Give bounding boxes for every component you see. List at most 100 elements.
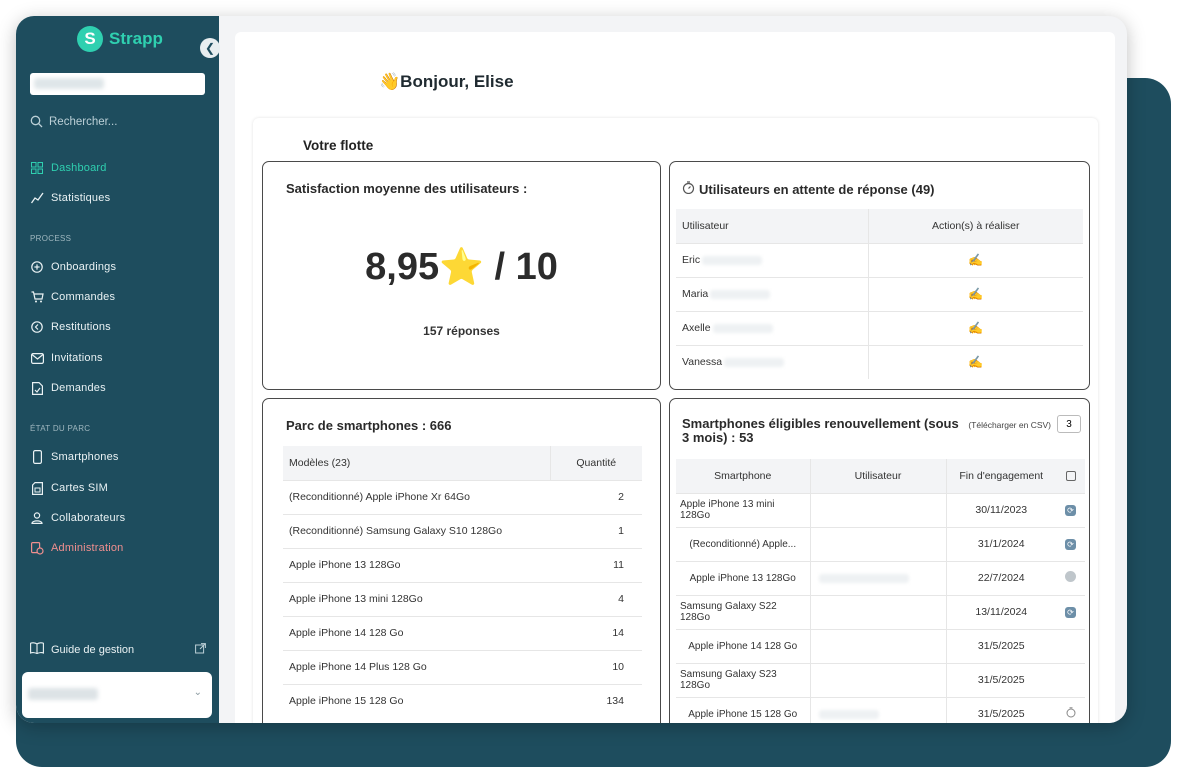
stopwatch-icon[interactable]: [1066, 707, 1076, 718]
sync-icon[interactable]: ⟳: [1065, 607, 1076, 618]
greeting: 👋Bonjour, Elise: [379, 72, 514, 92]
table-row[interactable]: (Reconditionné) Samsung Galaxy S10 128Go…: [283, 513, 642, 548]
user-cell: [809, 560, 946, 595]
sync-icon[interactable]: ⟳: [1065, 539, 1076, 550]
status-cell[interactable]: ⟳: [1056, 526, 1085, 561]
sidebar-item-administration[interactable]: Administration: [30, 541, 124, 555]
quantity-cell: 1: [550, 513, 642, 548]
status-cell: [1056, 662, 1085, 697]
smartphone-fleet-card: Parc de smartphones : 666 Modèles (23) Q…: [262, 398, 661, 723]
model-cell: Apple iPhone 13 128Go: [283, 547, 550, 582]
table-row[interactable]: Samsung Galaxy S22 128Go 13/11/2024 ⟳: [676, 594, 1085, 629]
cart-icon: [30, 290, 44, 304]
table-row[interactable]: Apple iPhone 14 128 Go 14: [283, 615, 642, 650]
pencil-icon[interactable]: ✍: [968, 253, 984, 267]
sidebar-item-demandes[interactable]: Demandes: [30, 381, 106, 395]
status-cell[interactable]: [1056, 696, 1085, 723]
table-row[interactable]: Apple iPhone 15 128 Go 134: [283, 683, 642, 718]
action-cell[interactable]: ✍: [867, 276, 1083, 311]
user-cell: Eric: [676, 242, 868, 277]
grey-sync-icon[interactable]: [1065, 571, 1076, 582]
sidebar-search[interactable]: Rechercher...: [30, 115, 117, 128]
status-cell[interactable]: ⟳: [1056, 594, 1085, 629]
renewal-count-field[interactable]: 3: [1057, 415, 1081, 433]
quantity-cell: 4: [550, 581, 642, 616]
table-row[interactable]: Apple iPhone 13 mini 128Go 30/11/2023 ⟳: [676, 492, 1085, 527]
end-date-cell: 13/11/2024: [945, 594, 1056, 629]
sidebar-item-label: Statistiques: [51, 192, 111, 204]
table-row[interactable]: Vanessa ✍: [676, 344, 1083, 379]
action-cell[interactable]: ✍: [867, 310, 1083, 345]
fleet-title: Votre flotte: [303, 138, 374, 153]
table-row[interactable]: Apple iPhone 14 Plus 128 Go 10: [283, 649, 642, 684]
table-row[interactable]: Apple iPhone 13 128Go 11: [283, 547, 642, 582]
sidebar-item-invitations[interactable]: Invitations: [30, 351, 103, 365]
pending-table: Utilisateur Action(s) à réaliser Eric ✍ …: [676, 209, 1083, 379]
end-date-cell: 31/5/2025: [945, 696, 1056, 723]
pencil-icon[interactable]: ✍: [968, 321, 984, 335]
user-account-menu[interactable]: ⌄: [22, 672, 212, 718]
pending-title: Utilisateurs en attente de réponse (49): [682, 181, 935, 197]
user-cell: Vanessa: [676, 344, 868, 379]
plus-circle-icon: [30, 260, 44, 274]
column-header-user: Utilisateur: [809, 459, 946, 493]
greeting-text: Bonjour, Elise: [400, 72, 514, 91]
end-date-cell: 22/7/2024: [945, 560, 1056, 595]
sidebar-item-dashboard[interactable]: Dashboard: [30, 161, 107, 175]
download-csv-link[interactable]: (Télécharger en CSV): [968, 420, 1051, 430]
table-row[interactable]: (Reconditionné) Apple iPhone Xr 64Go 2: [283, 479, 642, 514]
satisfaction-score: 8,95⭐ / 10: [263, 246, 660, 289]
app-window: S Strapp ❮ Rechercher... Dashboard: [16, 16, 1127, 723]
column-header-actions: Action(s) à réaliser: [867, 209, 1083, 243]
end-date-cell: 31/5/2025: [945, 662, 1056, 697]
collapse-sidebar-button[interactable]: ❮: [200, 38, 220, 58]
table-row[interactable]: Apple iPhone 13 128Go 22/7/2024: [676, 560, 1085, 595]
book-icon: [30, 642, 44, 657]
phone-cell: Apple iPhone 13 mini 128Go: [676, 492, 810, 527]
sidebar-item-label: Onboardings: [51, 261, 117, 273]
sidebar-item-statistiques[interactable]: Statistiques: [30, 191, 110, 205]
sidebar-item-label: Cartes SIM: [51, 482, 109, 494]
select-all-checkbox[interactable]: [1056, 459, 1085, 493]
checkbox-icon[interactable]: [1065, 470, 1076, 481]
app-logo[interactable]: S Strapp: [77, 26, 163, 52]
table-row[interactable]: Apple iPhone 14 128 Go 31/5/2025: [676, 628, 1085, 663]
renewal-table: Smartphone Utilisateur Fin d'engagement …: [676, 459, 1085, 723]
guide-link[interactable]: Guide de gestion: [30, 642, 206, 657]
table-row[interactable]: Apple iPhone 15 128 Go 31/5/2025: [676, 696, 1085, 723]
user-cell: Axelle: [676, 310, 868, 345]
user-name: Maria: [682, 288, 709, 300]
table-row[interactable]: Apple iPhone 13 mini 128Go 4: [283, 581, 642, 616]
status-cell[interactable]: [1056, 560, 1085, 595]
parc-title: Parc de smartphones : 666: [286, 418, 452, 433]
sidebar-item-collaborateurs[interactable]: Collaborateurs: [30, 511, 125, 525]
table-row[interactable]: Eric ✍: [676, 242, 1083, 277]
action-cell[interactable]: ✍: [867, 242, 1083, 277]
phone-cell: Samsung Galaxy S22 128Go: [676, 594, 810, 629]
blurred-surname: [710, 289, 771, 299]
table-row[interactable]: Maria ✍: [676, 276, 1083, 311]
sidebar-item-cartes-sim[interactable]: Cartes SIM: [30, 481, 108, 495]
table-row[interactable]: Axelle ✍: [676, 310, 1083, 345]
quantity-cell: 14: [550, 615, 642, 650]
sidebar-item-smartphones[interactable]: Smartphones: [30, 450, 119, 464]
sync-icon[interactable]: ⟳: [1065, 505, 1076, 516]
status-cell[interactable]: ⟳: [1056, 492, 1085, 527]
sidebar-item-restitutions[interactable]: Restitutions: [30, 320, 111, 334]
pencil-icon[interactable]: ✍: [968, 355, 984, 370]
sidebar-item-commandes[interactable]: Commandes: [30, 290, 115, 304]
pencil-icon[interactable]: ✍: [968, 287, 984, 301]
renewal-title: Smartphones éligibles renouvellement (so…: [682, 416, 959, 445]
table-row[interactable]: Samsung Galaxy S23 128Go 31/5/2025: [676, 662, 1085, 697]
document-icon: [30, 381, 44, 395]
phone-cell: Apple iPhone 13 128Go: [676, 560, 810, 595]
sidebar-item-onboardings[interactable]: Onboardings: [30, 260, 116, 274]
action-cell[interactable]: ✍: [867, 344, 1083, 379]
guide-label: Guide de gestion: [51, 643, 135, 656]
organization-select[interactable]: [30, 73, 205, 95]
user-cell: [809, 594, 946, 629]
table-row[interactable]: (Reconditionné) Apple... 31/1/2024 ⟳: [676, 526, 1085, 561]
user-cell: [809, 662, 946, 697]
sidebar-item-label: Invitations: [51, 352, 103, 364]
